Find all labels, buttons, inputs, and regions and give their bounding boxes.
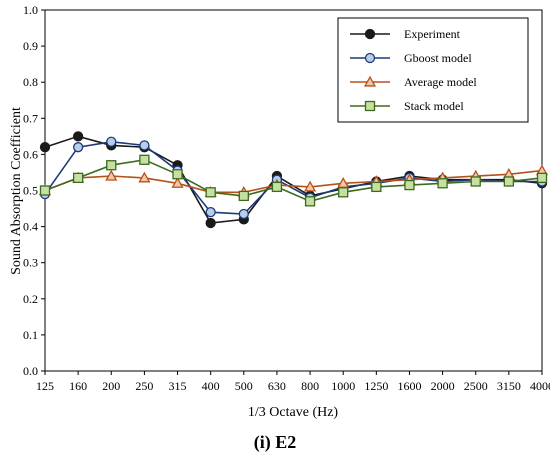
y-axis-ticks: 0.0 0.1 0.2 0.3 0.4 0.5 0.6 0.7 0.8 0.9 1.0: [23, 3, 45, 378]
legend-label: Gboost model: [404, 51, 472, 65]
data-point-experiment: [39, 142, 51, 153]
y-tick-label: 0.0: [23, 364, 38, 378]
y-tick-label: 0.3: [23, 256, 38, 270]
y-tick-label: 0.9: [23, 39, 38, 53]
x-tick-label: 400: [202, 379, 220, 393]
data-point-experiment: [205, 217, 216, 229]
y-axis-title: Sound Absorption Coefficient: [9, 107, 24, 275]
data-point-stack-model: [271, 181, 283, 193]
data-point-stack-model: [470, 176, 481, 187]
x-axis-ticks: 125 160 200 250 315 400 500 630 800 1000 1250 1600 2…: [36, 371, 550, 393]
y-tick-label: 0.7: [23, 111, 38, 125]
x-tick-label: 200: [102, 379, 120, 393]
legend-marker: [363, 75, 377, 87]
x-tick-label: 630: [268, 379, 286, 393]
data-point-average-model: [105, 169, 118, 181]
data-point-stack-model: [338, 187, 349, 198]
y-tick-label: 0.6: [23, 147, 38, 161]
series-line-stack-model: [44, 158, 543, 203]
legend: Experiment Gboost model Average model Stack…: [337, 17, 529, 123]
series-line-average-model: [44, 169, 543, 194]
legend-marker: [364, 52, 376, 64]
legend-marker: [364, 28, 376, 40]
data-point-stack-model: [205, 187, 216, 198]
series-lines: [38, 131, 549, 229]
data-point-gboost-model: [72, 142, 84, 153]
x-tick-label: 160: [69, 379, 87, 393]
legend-item-gboost-model: Gboost model: [350, 51, 472, 65]
data-point-stack-model: [503, 176, 515, 187]
data-point-gboost-model: [106, 136, 117, 147]
data-point-gboost-model: [139, 140, 150, 151]
x-tick-label: 4000: [530, 379, 550, 393]
x-tick-label: 125: [36, 379, 54, 393]
data-point-stack-model: [39, 185, 51, 196]
y-tick-label: 0.1: [23, 328, 38, 342]
data-point-gboost-model: [238, 208, 249, 220]
legend-label: Experiment: [404, 27, 461, 41]
x-tick-label: 500: [235, 379, 253, 393]
x-tick-label: 250: [135, 379, 153, 393]
x-tick-label: 1600: [397, 379, 421, 393]
data-point-stack-model: [72, 172, 84, 184]
data-point-stack-model: [304, 196, 316, 207]
data-point-experiment: [72, 131, 84, 142]
data-point-gboost-model: [205, 207, 216, 218]
data-point-stack-model: [404, 179, 415, 191]
x-tick-label: 1000: [331, 379, 355, 393]
y-tick-label: 0.5: [23, 184, 38, 198]
x-tick-label: 315: [169, 379, 187, 393]
legend-marker: [364, 100, 376, 112]
figure-caption: (i) E2: [253, 432, 297, 452]
data-point-stack-model: [437, 178, 448, 189]
data-point-stack-model: [139, 154, 150, 165]
y-tick-label: 0.8: [23, 75, 38, 89]
x-axis-title: 1/3 Octave (Hz): [248, 405, 339, 420]
x-tick-label: 3150: [497, 379, 521, 393]
data-point-stack-model: [371, 181, 382, 193]
y-tick-label: 0.2: [23, 292, 38, 306]
series-stack-model: [39, 154, 548, 207]
y-tick-label: 1.0: [23, 3, 38, 17]
data-point-stack-model: [238, 190, 249, 202]
x-tick-label: 1250: [364, 379, 388, 393]
series-line-gboost-model: [44, 140, 542, 215]
legend-item-average-model: Average model: [350, 75, 477, 89]
data-point-average-model: [138, 171, 151, 183]
legend-item-experiment: Experiment: [350, 27, 461, 41]
x-tick-label: 800: [301, 379, 319, 393]
legend-item-stack-model: Stack model: [350, 99, 464, 113]
x-tick-label: 2000: [431, 379, 455, 393]
y-tick-label: 0.4: [23, 220, 38, 234]
data-point-stack-model: [536, 172, 548, 184]
data-point-stack-model: [172, 169, 183, 180]
line-chart: 0.0 0.1 0.2 0.3 0.4 0.5 0.6 0.7 0.8 0.9 1.0 125 160…: [9, 3, 550, 420]
legend-label: Average model: [404, 75, 477, 89]
data-point-stack-model: [106, 160, 117, 171]
data-point-average-model: [304, 180, 317, 192]
data-point-average-model: [171, 176, 184, 188]
x-tick-label: 2500: [464, 379, 488, 393]
legend-label: Stack model: [404, 99, 464, 113]
